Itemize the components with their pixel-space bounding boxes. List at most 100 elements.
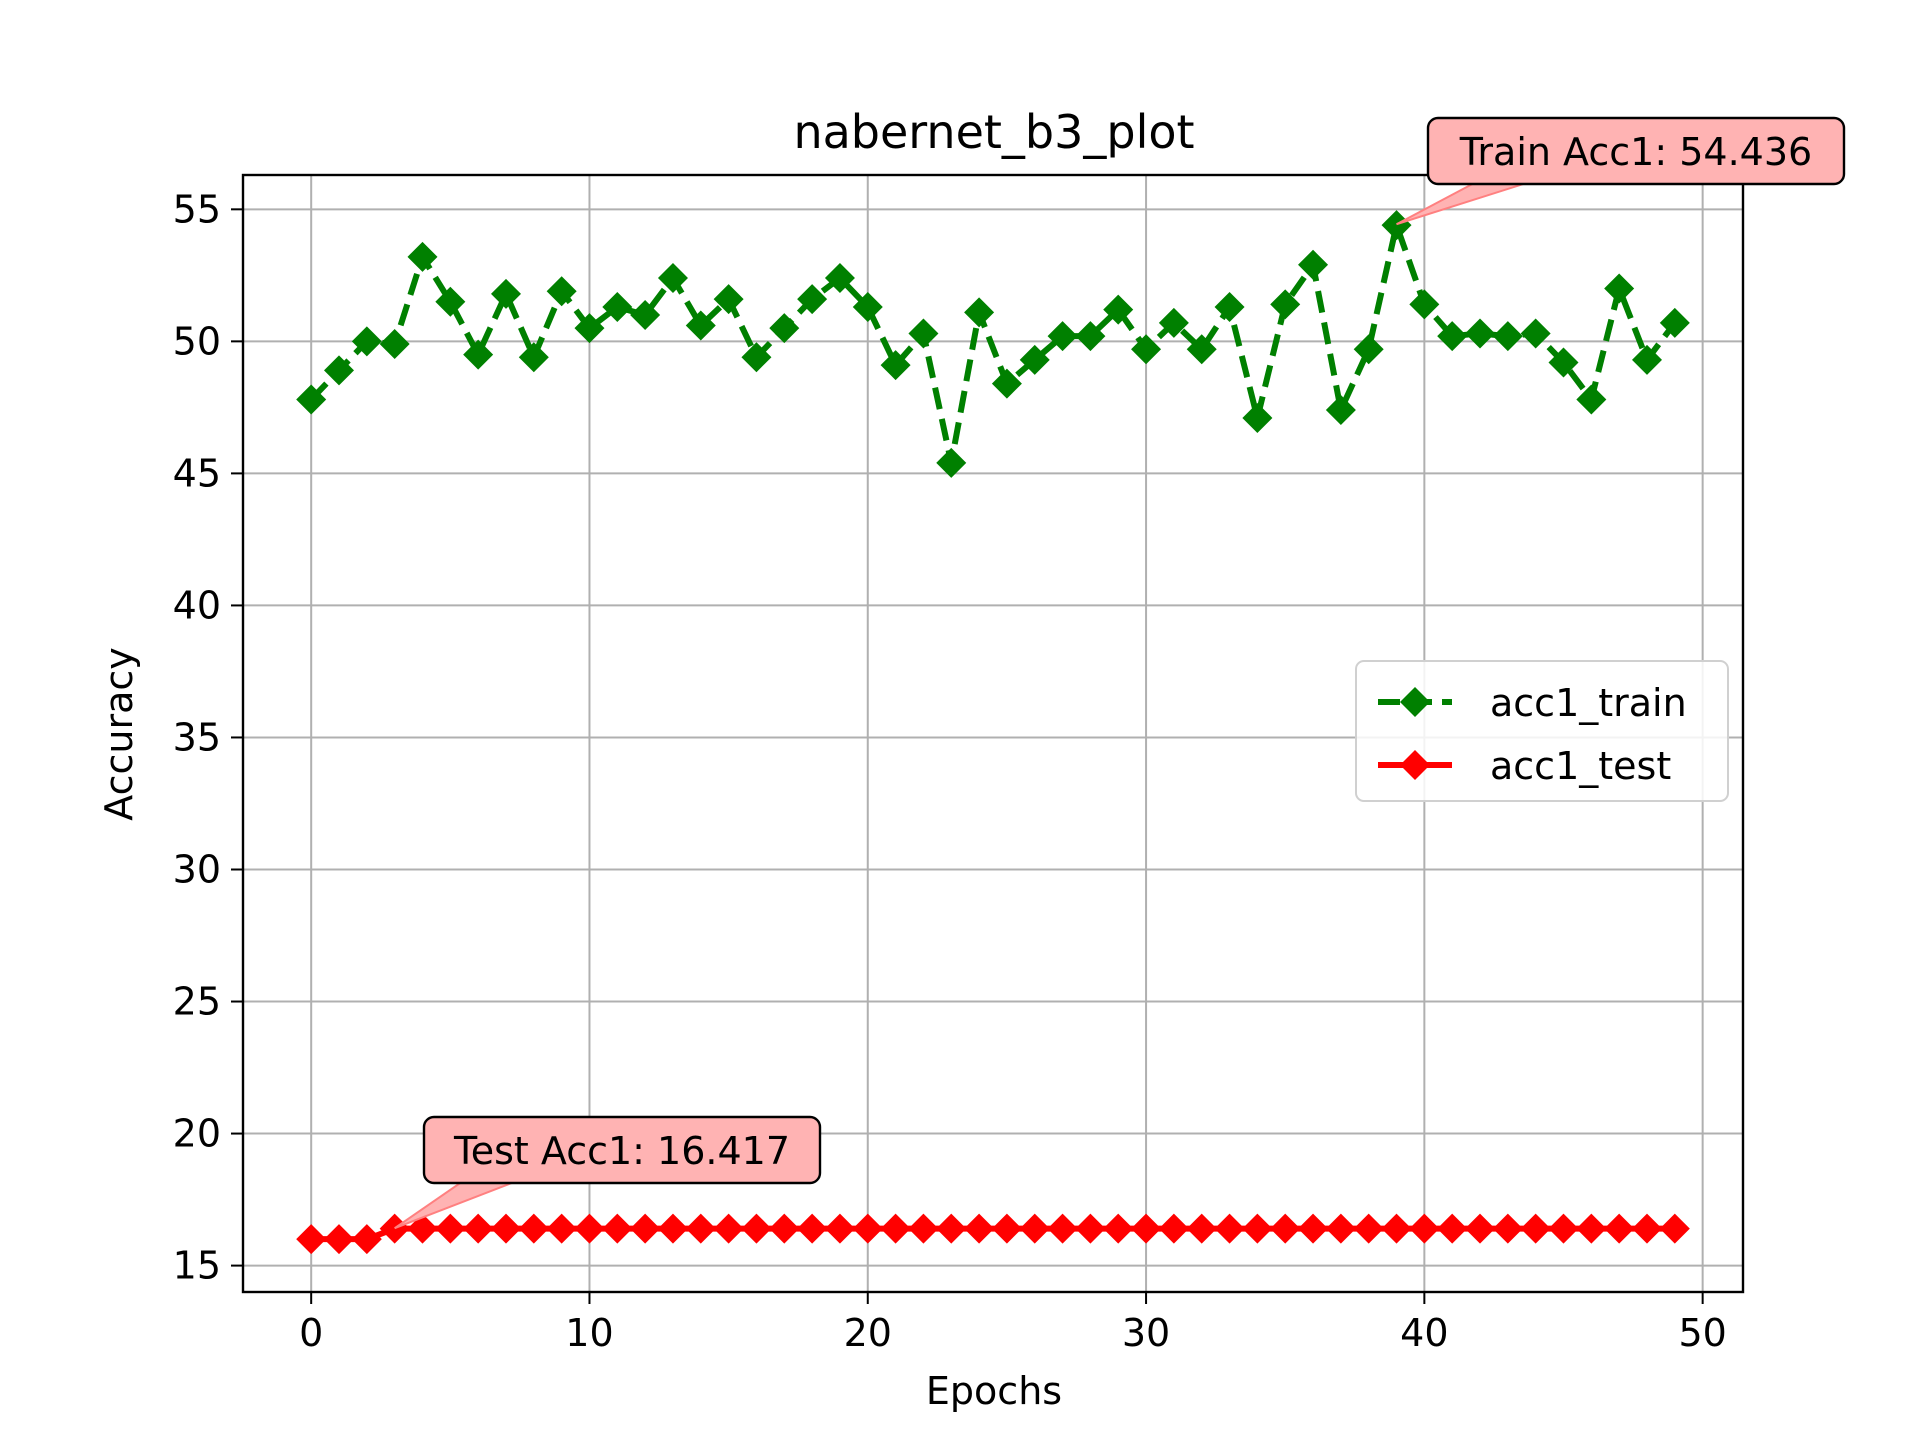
data-point-acc1_train [630, 299, 661, 330]
y-tick-label: 15 [173, 1244, 221, 1288]
legend: acc1_train acc1_test [1355, 660, 1729, 802]
data-point-acc1_test [1659, 1213, 1690, 1244]
data-point-acc1_train [1548, 347, 1579, 378]
data-point-acc1_train [852, 292, 883, 323]
data-point-acc1_test [1186, 1213, 1217, 1244]
data-point-acc1_train [713, 284, 744, 315]
data-point-acc1_test [379, 1213, 410, 1244]
data-point-acc1_test [685, 1213, 716, 1244]
data-point-acc1_train [1576, 384, 1607, 415]
data-point-acc1_test [1576, 1213, 1607, 1244]
data-point-acc1_test [1437, 1213, 1468, 1244]
data-point-acc1_train [880, 350, 911, 381]
plot-area-frame [241, 173, 1745, 1294]
x-tick-label: 50 [1678, 1311, 1726, 1355]
annotations: Train Acc1: 54.436 Test Acc1: 16.417 [394, 116, 1846, 1230]
data-point-acc1_test [1409, 1213, 1440, 1244]
data-point-acc1_test [769, 1213, 800, 1244]
data-point-acc1_test [908, 1213, 939, 1244]
y-tick-label: 40 [173, 583, 221, 627]
data-point-acc1_train [1158, 307, 1189, 338]
data-point-acc1_test [1465, 1213, 1496, 1244]
data-point-acc1_train [741, 342, 772, 373]
data-point-acc1_test [991, 1213, 1022, 1244]
y-tick-label: 50 [173, 319, 221, 363]
legend-label-acc1_test: acc1_test [1490, 744, 1671, 788]
legend-label-acc1_train: acc1_train [1490, 681, 1687, 725]
data-point-acc1_train [1270, 289, 1301, 320]
data-point-acc1_test [1631, 1213, 1662, 1244]
data-point-acc1_test [602, 1213, 633, 1244]
annotation-label: Train Acc1: 54.436 [1459, 130, 1812, 174]
data-point-acc1_train [463, 339, 494, 370]
data-point-acc1_train [1631, 344, 1662, 375]
data-point-acc1_train [1075, 321, 1106, 352]
data-point-acc1_train [574, 313, 605, 344]
data-point-acc1_train [1604, 273, 1635, 304]
data-point-acc1_test [1492, 1213, 1523, 1244]
data-point-acc1_train [1242, 402, 1273, 433]
y-tick-label: 30 [173, 847, 221, 891]
data-point-acc1_train [351, 326, 382, 357]
data-point-acc1_train [1659, 307, 1690, 338]
data-point-acc1_train [518, 342, 549, 373]
data-point-acc1_train [1520, 318, 1551, 349]
data-point-acc1_train [797, 284, 828, 315]
data-point-acc1_test [1325, 1213, 1356, 1244]
data-point-acc1_train [490, 278, 521, 309]
data-point-acc1_train [1437, 321, 1468, 352]
data-point-acc1_test [964, 1213, 995, 1244]
data-point-acc1_test [1298, 1213, 1329, 1244]
data-point-acc1_test [296, 1224, 327, 1255]
data-point-acc1_test [824, 1213, 855, 1244]
data-point-acc1_test [1075, 1213, 1106, 1244]
data-point-acc1_train [964, 297, 995, 328]
data-point-acc1_test [490, 1213, 521, 1244]
data-point-acc1_train [769, 313, 800, 344]
data-point-acc1_train [1298, 249, 1329, 280]
data-point-acc1_train [379, 329, 410, 360]
data-point-acc1_test [713, 1213, 744, 1244]
legend-marker-acc1_test [1400, 750, 1430, 780]
data-point-acc1_train [1353, 334, 1384, 365]
y-axis-title: Accuracy [97, 647, 141, 821]
chart-title: nabernet_b3_plot [793, 105, 1194, 159]
data-point-acc1_test [657, 1213, 688, 1244]
annotation-box [1426, 116, 1846, 186]
data-point-acc1_train [1186, 334, 1217, 365]
data-point-acc1_test [936, 1213, 967, 1244]
data-point-acc1_train [1131, 334, 1162, 365]
data-point-acc1_train [1492, 321, 1523, 352]
data-point-acc1_test [1381, 1213, 1412, 1244]
data-point-acc1_test [546, 1213, 577, 1244]
data-point-acc1_train [1381, 210, 1412, 241]
data-point-acc1_train [1047, 321, 1078, 352]
data-point-acc1_train [824, 262, 855, 293]
data-point-acc1_train [407, 241, 438, 272]
data-point-acc1_test [1520, 1213, 1551, 1244]
data-point-acc1_test [852, 1213, 883, 1244]
axis-ticks: 0 10 20 30 40 50 15 20 25 30 35 40 45 50 55 [173, 187, 1727, 1355]
annotation-label: Test Acc1: 16.417 [453, 1129, 790, 1173]
data-point-acc1_train [908, 318, 939, 349]
y-tick-label: 55 [173, 187, 221, 231]
y-tick-label: 20 [173, 1112, 221, 1156]
data-point-acc1_test [463, 1213, 494, 1244]
data-point-acc1_test [1158, 1213, 1189, 1244]
data-point-acc1_test [1353, 1213, 1384, 1244]
x-tick-label: 20 [844, 1311, 892, 1355]
data-point-acc1_test [797, 1213, 828, 1244]
data-point-acc1_train [1019, 344, 1050, 375]
data-point-acc1_test [1604, 1213, 1635, 1244]
data-point-acc1_train [546, 276, 577, 307]
x-axis-title: Epochs [926, 1369, 1062, 1413]
x-tick-label: 10 [565, 1311, 613, 1355]
data-point-acc1_test [1214, 1213, 1245, 1244]
data-point-acc1_test [1242, 1213, 1273, 1244]
data-point-acc1_test [880, 1213, 911, 1244]
data-point-acc1_test [1270, 1213, 1301, 1244]
y-tick-label: 45 [173, 451, 221, 495]
x-tick-label: 40 [1400, 1311, 1448, 1355]
